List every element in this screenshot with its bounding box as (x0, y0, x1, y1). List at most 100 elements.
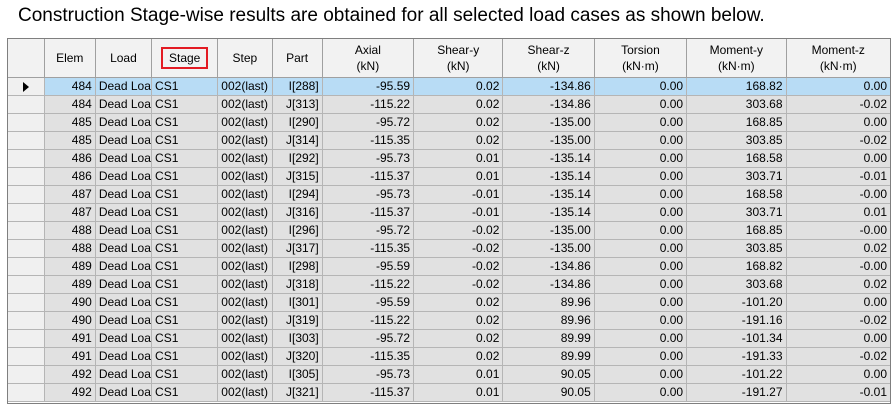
row-header[interactable] (8, 221, 45, 240)
table-row[interactable]: 488 Dead Loa CS1 002(last) J[317] -115.35 -0.0… (8, 239, 890, 258)
table-row[interactable]: 488 Dead Loa CS1 002(last) I[296] -95.72 -0.02… (8, 221, 890, 240)
cell-shear-z[interactable]: 90.05 (502, 383, 595, 402)
cell-step[interactable]: 002(last) (217, 131, 273, 150)
cell-shear-y[interactable]: -0.02 (413, 257, 504, 276)
cell-stage[interactable]: CS1 (151, 239, 219, 258)
header-axial[interactable]: Axial (kN) (322, 39, 415, 78)
cell-axial[interactable]: -115.35 (322, 131, 415, 150)
cell-shear-y[interactable]: 0.01 (413, 365, 504, 384)
cell-axial[interactable]: -115.37 (322, 167, 415, 186)
cell-axial[interactable]: -115.37 (322, 203, 415, 222)
cell-elem[interactable]: 485 (44, 131, 96, 150)
cell-shear-y[interactable]: -0.02 (413, 275, 504, 294)
cell-elem[interactable]: 488 (44, 239, 96, 258)
cell-moment-y[interactable]: -101.22 (686, 365, 787, 384)
cell-shear-z[interactable]: -135.14 (502, 149, 595, 168)
cell-moment-z[interactable]: -0.02 (786, 311, 890, 330)
cell-axial[interactable]: -115.22 (322, 95, 415, 114)
cell-step[interactable]: 002(last) (217, 185, 273, 204)
cell-elem[interactable]: 487 (44, 203, 96, 222)
cell-axial[interactable]: -95.73 (322, 365, 415, 384)
cell-torsion[interactable]: 0.00 (594, 257, 688, 276)
cell-moment-y[interactable]: -191.27 (686, 383, 787, 402)
table-row[interactable]: 484 Dead Loa CS1 002(last) J[313] -115.22 0.02… (8, 95, 890, 114)
cell-stage[interactable]: CS1 (151, 185, 219, 204)
cell-part[interactable]: I[288] (272, 77, 323, 96)
cell-shear-z[interactable]: -134.86 (502, 275, 595, 294)
header-step[interactable]: Step (217, 39, 273, 78)
header-elem[interactable]: Elem (44, 39, 96, 78)
cell-shear-y[interactable]: 0.02 (413, 311, 504, 330)
corner-header[interactable] (8, 39, 45, 78)
cell-shear-z[interactable]: 90.05 (502, 365, 595, 384)
cell-load[interactable]: Dead Loa (95, 365, 153, 384)
cell-shear-y[interactable]: 0.02 (413, 347, 504, 366)
cell-axial[interactable]: -115.22 (322, 311, 415, 330)
results-table[interactable]: Elem Load Stage Step Part Axial (kN) Shea… (7, 38, 891, 404)
cell-moment-y[interactable]: -191.33 (686, 347, 787, 366)
cell-step[interactable]: 002(last) (217, 383, 273, 402)
cell-shear-z[interactable]: -135.14 (502, 167, 595, 186)
cell-moment-y[interactable]: 168.58 (686, 185, 787, 204)
cell-step[interactable]: 002(last) (217, 329, 273, 348)
cell-moment-y[interactable]: 168.82 (686, 77, 787, 96)
table-row[interactable]: 484 Dead Loa CS1 002(last) I[288] -95.59 0.02-… (8, 77, 890, 96)
header-moment-y[interactable]: Moment-y (kN·m) (686, 39, 787, 78)
cell-shear-y[interactable]: 0.02 (413, 113, 504, 132)
table-row[interactable]: 490 Dead Loa CS1 002(last) J[319] -115.22 0.02… (8, 311, 890, 330)
cell-step[interactable]: 002(last) (217, 257, 273, 276)
cell-shear-z[interactable]: 89.96 (502, 311, 595, 330)
cell-moment-y[interactable]: 168.85 (686, 221, 787, 240)
cell-shear-z[interactable]: -134.86 (502, 95, 595, 114)
cell-part[interactable]: J[314] (272, 131, 323, 150)
cell-axial[interactable]: -95.59 (322, 77, 415, 96)
header-stage[interactable]: Stage (151, 39, 219, 78)
cell-stage[interactable]: CS1 (151, 203, 219, 222)
cell-moment-z[interactable]: -0.01 (786, 167, 890, 186)
table-row[interactable]: 485 Dead Loa CS1 002(last) I[290] -95.72 0.02-… (8, 113, 890, 132)
cell-part[interactable]: I[301] (272, 293, 323, 312)
cell-elem[interactable]: 488 (44, 221, 96, 240)
cell-load[interactable]: Dead Loa (95, 293, 153, 312)
header-shear-z[interactable]: Shear-z (kN) (502, 39, 595, 78)
cell-elem[interactable]: 490 (44, 311, 96, 330)
cell-shear-z[interactable]: -134.86 (502, 77, 595, 96)
row-header[interactable] (8, 365, 45, 384)
cell-axial[interactable]: -95.72 (322, 113, 415, 132)
cell-part[interactable]: J[318] (272, 275, 323, 294)
table-row[interactable]: 492 Dead Loa CS1 002(last) I[305] -95.73 0.01 9… (8, 365, 890, 384)
cell-elem[interactable]: 491 (44, 329, 96, 348)
cell-torsion[interactable]: 0.00 (594, 167, 688, 186)
cell-moment-y[interactable]: 168.58 (686, 149, 787, 168)
cell-torsion[interactable]: 0.00 (594, 383, 688, 402)
row-header[interactable] (8, 77, 45, 96)
cell-moment-z[interactable]: -0.01 (786, 383, 890, 402)
cell-elem[interactable]: 491 (44, 347, 96, 366)
cell-shear-y[interactable]: -0.01 (413, 185, 504, 204)
cell-shear-y[interactable]: 0.02 (413, 131, 504, 150)
cell-stage[interactable]: CS1 (151, 311, 219, 330)
cell-stage[interactable]: CS1 (151, 221, 219, 240)
cell-load[interactable]: Dead Loa (95, 347, 153, 366)
cell-shear-z[interactable]: 89.99 (502, 347, 595, 366)
cell-moment-z[interactable]: 0.00 (786, 293, 890, 312)
cell-axial[interactable]: -95.72 (322, 329, 415, 348)
cell-axial[interactable]: -95.59 (322, 293, 415, 312)
cell-part[interactable]: J[313] (272, 95, 323, 114)
table-row[interactable]: 492 Dead Loa CS1 002(last) J[321] -115.37 0.01… (8, 383, 890, 402)
cell-torsion[interactable]: 0.00 (594, 239, 688, 258)
cell-elem[interactable]: 489 (44, 257, 96, 276)
header-part[interactable]: Part (272, 39, 323, 78)
cell-elem[interactable]: 484 (44, 77, 96, 96)
cell-moment-y[interactable]: 303.68 (686, 95, 787, 114)
cell-part[interactable]: J[320] (272, 347, 323, 366)
cell-moment-y[interactable]: 168.82 (686, 257, 787, 276)
cell-axial[interactable]: -95.73 (322, 185, 415, 204)
table-row[interactable]: 489 Dead Loa CS1 002(last) I[298] -95.59 -0.02… (8, 257, 890, 276)
cell-moment-y[interactable]: 303.71 (686, 203, 787, 222)
row-header[interactable] (8, 311, 45, 330)
cell-step[interactable]: 002(last) (217, 221, 273, 240)
cell-moment-z[interactable]: 0.02 (786, 239, 890, 258)
cell-torsion[interactable]: 0.00 (594, 131, 688, 150)
cell-load[interactable]: Dead Loa (95, 167, 153, 186)
